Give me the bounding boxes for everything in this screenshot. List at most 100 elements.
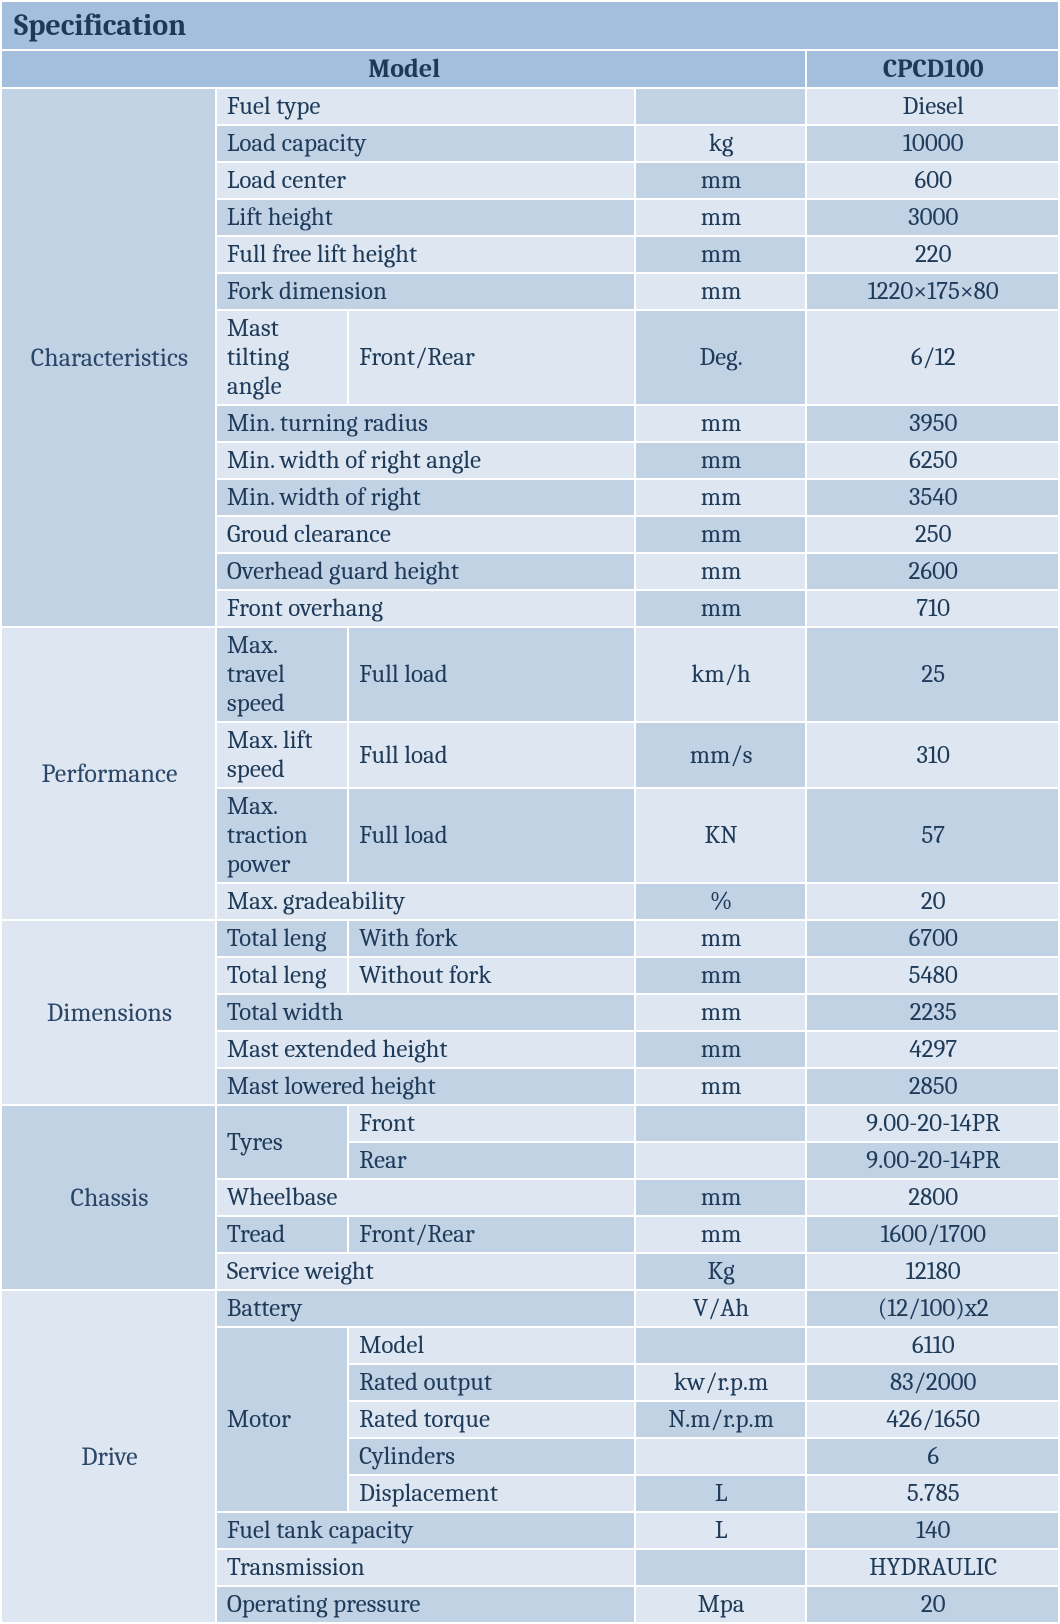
spec-unit: mm xyxy=(635,920,806,957)
spec-label: Load capacity xyxy=(216,125,635,162)
spec-label-motor: Motor xyxy=(216,1327,348,1512)
spec-unit: kg xyxy=(635,125,806,162)
spec-label: Wheelbase xyxy=(216,1179,635,1216)
spec-unit: mm xyxy=(635,442,806,479)
spec-value: 6110 xyxy=(806,1327,1060,1364)
spec-value: 6/12 xyxy=(806,310,1060,405)
spec-sublabel: Rated output xyxy=(348,1364,635,1401)
table-title: Specification xyxy=(1,1,1059,50)
spec-unit: mm xyxy=(635,590,806,627)
spec-value: 4297 xyxy=(806,1031,1060,1068)
table-row: Performance Max. travel speed Full load … xyxy=(1,627,1059,722)
spec-value: Diesel xyxy=(806,88,1060,125)
spec-unit: mm xyxy=(635,236,806,273)
spec-unit: mm xyxy=(635,162,806,199)
spec-label: Lift height xyxy=(216,199,635,236)
spec-unit: L xyxy=(635,1512,806,1549)
spec-unit: N.m/r.p.m xyxy=(635,1401,806,1438)
category-dimensions: Dimensions xyxy=(1,920,216,1105)
spec-unit: KN xyxy=(635,788,806,883)
spec-value: 600 xyxy=(806,162,1060,199)
spec-unit: kw/r.p.m xyxy=(635,1364,806,1401)
spec-sublabel: Full load xyxy=(348,627,635,722)
spec-unit: mm xyxy=(635,957,806,994)
spec-sublabel: Full load xyxy=(348,722,635,788)
spec-value: 310 xyxy=(806,722,1060,788)
spec-value: 6700 xyxy=(806,920,1060,957)
spec-value: 9.00-20-14PR xyxy=(806,1142,1060,1179)
spec-label: Max. traction power xyxy=(216,788,348,883)
spec-unit: mm xyxy=(635,1216,806,1253)
spec-value: 6 xyxy=(806,1438,1060,1475)
category-drive: Drive xyxy=(1,1290,216,1623)
category-chassis: Chassis xyxy=(1,1105,216,1290)
spec-value: 12180 xyxy=(806,1253,1060,1290)
spec-label: Full free lift height xyxy=(216,236,635,273)
spec-sublabel: Rear xyxy=(348,1142,635,1179)
spec-sublabel: Rated torque xyxy=(348,1401,635,1438)
spec-value: 220 xyxy=(806,236,1060,273)
spec-unit: mm xyxy=(635,516,806,553)
spec-label: Total width xyxy=(216,994,635,1031)
spec-value: 5.785 xyxy=(806,1475,1060,1512)
spec-label: Mast extended height xyxy=(216,1031,635,1068)
spec-value: 57 xyxy=(806,788,1060,883)
table-title-row: Specification xyxy=(1,1,1059,50)
spec-label: Total leng xyxy=(216,957,348,994)
spec-value: (12/100)x2 xyxy=(806,1290,1060,1327)
spec-unit: mm xyxy=(635,273,806,310)
spec-unit: mm xyxy=(635,479,806,516)
spec-unit: % xyxy=(635,883,806,920)
spec-label: Fork dimension xyxy=(216,273,635,310)
spec-label: Service weight xyxy=(216,1253,635,1290)
spec-unit xyxy=(635,1142,806,1179)
spec-sublabel: Cylinders xyxy=(348,1438,635,1475)
spec-label: Max. gradeability xyxy=(216,883,635,920)
spec-value: 140 xyxy=(806,1512,1060,1549)
spec-value: 83/2000 xyxy=(806,1364,1060,1401)
spec-value: 9.00-20-14PR xyxy=(806,1105,1060,1142)
category-characteristics: Characteristics xyxy=(1,88,216,627)
spec-value: 3540 xyxy=(806,479,1060,516)
spec-unit: mm xyxy=(635,1031,806,1068)
spec-label-tyres: Tyres xyxy=(216,1105,348,1179)
model-header-label: Model xyxy=(1,50,806,88)
table-header-row: Model CPCD100 xyxy=(1,50,1059,88)
spec-unit: mm/s xyxy=(635,722,806,788)
spec-unit xyxy=(635,1105,806,1142)
spec-sublabel: Front xyxy=(348,1105,635,1142)
spec-sublabel: Front/Rear xyxy=(348,1216,635,1253)
spec-sublabel: With fork xyxy=(348,920,635,957)
spec-value: 20 xyxy=(806,1586,1060,1623)
spec-value: 2850 xyxy=(806,1068,1060,1105)
spec-label: Load center xyxy=(216,162,635,199)
spec-unit: L xyxy=(635,1475,806,1512)
spec-value: 2600 xyxy=(806,553,1060,590)
spec-sublabel: Displacement xyxy=(348,1475,635,1512)
spec-value: 426/1650 xyxy=(806,1401,1060,1438)
spec-value: 1600/1700 xyxy=(806,1216,1060,1253)
spec-sublabel: Full load xyxy=(348,788,635,883)
spec-unit: mm xyxy=(635,994,806,1031)
spec-sublabel: Model xyxy=(348,1327,635,1364)
spec-label: Total leng xyxy=(216,920,348,957)
spec-label: Battery xyxy=(216,1290,635,1327)
spec-value: 2235 xyxy=(806,994,1060,1031)
spec-value: 3000 xyxy=(806,199,1060,236)
table-row: Chassis Tyres Front 9.00-20-14PR xyxy=(1,1105,1059,1142)
spec-value: 25 xyxy=(806,627,1060,722)
spec-unit: mm xyxy=(635,1179,806,1216)
spec-label: Min. turning radius xyxy=(216,405,635,442)
spec-unit xyxy=(635,1549,806,1586)
spec-unit: Kg xyxy=(635,1253,806,1290)
spec-unit xyxy=(635,88,806,125)
spec-unit: Deg. xyxy=(635,310,806,405)
spec-sublabel: Front/Rear xyxy=(348,310,635,405)
spec-label: Tread xyxy=(216,1216,348,1253)
spec-label: Overhead guard height xyxy=(216,553,635,590)
spec-label: Max. lift speed xyxy=(216,722,348,788)
spec-value: 1220×175×80 xyxy=(806,273,1060,310)
spec-label: Min. width of right angle xyxy=(216,442,635,479)
spec-unit: Mpa xyxy=(635,1586,806,1623)
category-performance: Performance xyxy=(1,627,216,920)
